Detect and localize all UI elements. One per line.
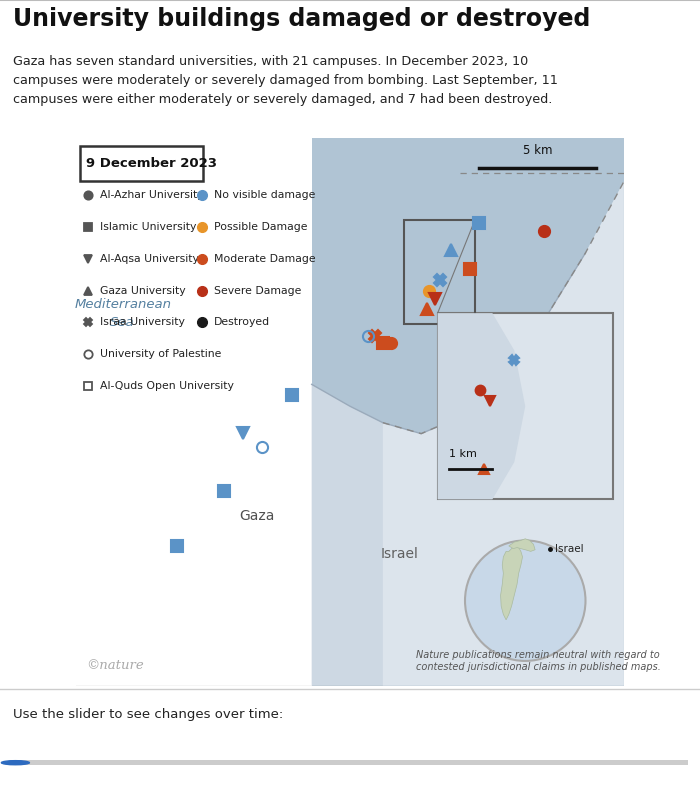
- Text: Nature publications remain neutral with regard to
contested jurisdictional claim: Nature publications remain neutral with …: [416, 650, 661, 672]
- Text: University buildings damaged or destroyed: University buildings damaged or destroye…: [13, 7, 590, 31]
- Text: No visible damage: No visible damage: [214, 191, 316, 200]
- Text: Moderate Damage: Moderate Damage: [214, 254, 316, 264]
- Text: Mediterranean
Sea: Mediterranean Sea: [74, 298, 172, 329]
- Text: Israel: Israel: [555, 544, 584, 554]
- Circle shape: [465, 541, 585, 661]
- Text: Gaza has seven standard universities, with 21 campuses. In December 2023, 10
cam: Gaza has seven standard universities, wi…: [13, 55, 557, 106]
- Bar: [13, 760, 688, 765]
- Text: Al-Aqsa University: Al-Aqsa University: [100, 254, 199, 264]
- Text: 9 December 2023: 9 December 2023: [86, 157, 217, 169]
- Polygon shape: [438, 313, 525, 500]
- Text: 5 km: 5 km: [523, 144, 552, 157]
- Text: Destroyed: Destroyed: [214, 318, 270, 328]
- Polygon shape: [76, 138, 312, 686]
- Text: ©nature: ©nature: [86, 659, 144, 672]
- Polygon shape: [500, 546, 522, 620]
- Text: Israel: Israel: [380, 547, 418, 561]
- Polygon shape: [383, 138, 624, 686]
- Polygon shape: [76, 138, 624, 686]
- Polygon shape: [509, 539, 535, 552]
- Polygon shape: [312, 138, 624, 686]
- Circle shape: [1, 760, 29, 764]
- Text: Gaza: Gaza: [239, 509, 274, 522]
- Text: Possible Damage: Possible Damage: [214, 222, 308, 232]
- Text: Use the slider to see changes over time:: Use the slider to see changes over time:: [13, 708, 283, 721]
- Text: University of Palestine: University of Palestine: [100, 349, 222, 359]
- Text: Gaza University: Gaza University: [100, 286, 186, 296]
- Text: 1 km: 1 km: [449, 449, 477, 459]
- Bar: [438, 313, 613, 500]
- Text: Severe Damage: Severe Damage: [214, 286, 302, 296]
- Bar: [404, 220, 475, 324]
- Text: Al-Quds Open University: Al-Quds Open University: [100, 381, 234, 391]
- Text: Al-Azhar University: Al-Azhar University: [100, 191, 204, 200]
- Text: Islamic University: Islamic University: [100, 222, 197, 232]
- FancyBboxPatch shape: [80, 146, 203, 181]
- Text: Israa University: Israa University: [100, 318, 185, 328]
